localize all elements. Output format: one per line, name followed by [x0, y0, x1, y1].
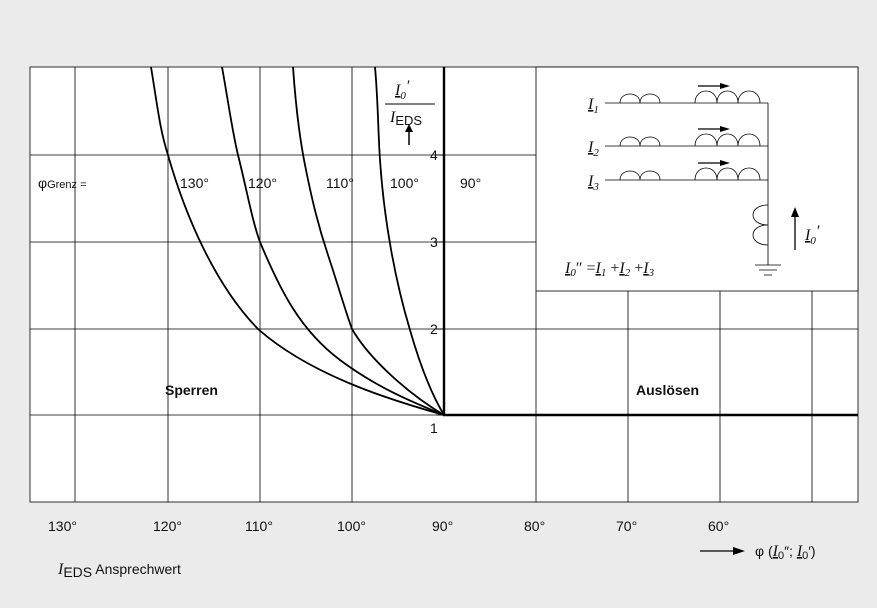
- text: =: [77, 179, 86, 191]
- curve-label: 120°: [248, 175, 277, 191]
- circuit: [605, 83, 799, 276]
- equation: I0″ =I1 +I2 +I3: [564, 260, 655, 279]
- text: 1: [593, 104, 599, 116]
- text: φ: [38, 175, 47, 191]
- text: I: [642, 260, 649, 277]
- text: ″ =: [576, 260, 596, 277]
- text: I: [564, 260, 571, 277]
- region-label: Sperren: [165, 382, 218, 398]
- region-label: Auslösen: [636, 382, 699, 398]
- y-tick-label: 2: [430, 321, 438, 337]
- y-tick-label: 4: [430, 147, 438, 163]
- y-tick-label: 1: [430, 420, 438, 436]
- arrow-head: [720, 126, 730, 132]
- y-label-num: I0′: [394, 78, 410, 102]
- text: 2: [593, 147, 599, 159]
- curve-label: 100°: [390, 175, 419, 191]
- text: I: [796, 543, 803, 560]
- text: ′): [808, 543, 815, 559]
- arrow-head: [791, 207, 799, 217]
- text: I: [772, 543, 779, 560]
- text: I: [804, 227, 811, 244]
- text: I: [587, 96, 594, 113]
- y-label-den: IEDS: [389, 109, 422, 128]
- curve-label: 90°: [460, 175, 481, 191]
- x-tick-label: 70°: [616, 518, 637, 534]
- text: I: [57, 561, 64, 578]
- text: I: [394, 82, 401, 99]
- text: 3: [592, 181, 599, 193]
- arrow-head: [720, 83, 730, 89]
- text: 0: [802, 550, 808, 562]
- arrow-head: [405, 124, 413, 132]
- curve-label: 110°: [326, 175, 354, 191]
- x-tick-label: 80°: [524, 518, 545, 534]
- text: I: [618, 260, 625, 277]
- x-label: φ (I0″; I0′): [755, 543, 816, 562]
- phi-grenz: φGrenz =: [38, 175, 87, 191]
- text: ″;: [784, 543, 797, 559]
- wire: [605, 167, 768, 181]
- text: EDS: [63, 564, 92, 580]
- text: I: [587, 173, 594, 190]
- text: +: [630, 260, 643, 277]
- text: +: [606, 260, 619, 277]
- curve-labels: 130° 120° 110° 100° 90°: [180, 175, 481, 191]
- x-tick-label: 110°: [245, 518, 273, 534]
- arrow-head: [720, 160, 730, 166]
- text: 0: [570, 267, 576, 279]
- x-tick-label: 130°: [48, 518, 77, 534]
- text: 3: [648, 267, 655, 279]
- x-ticks: 130° 120° 110° 100° 90° 80° 70° 60°: [48, 518, 729, 534]
- footnote: IEDS Ansprechwert: [57, 561, 181, 580]
- text: 0: [810, 235, 816, 247]
- current-label: I2: [587, 139, 599, 159]
- curve-label: 130°: [180, 175, 209, 191]
- text: ′: [816, 223, 820, 240]
- text: I: [595, 260, 602, 277]
- current-label: I1: [587, 96, 599, 116]
- text: I: [389, 109, 396, 126]
- text: Grenz: [47, 179, 77, 191]
- wire: [605, 133, 768, 147]
- text: Ansprechwert: [92, 561, 181, 577]
- curves: [150, 66, 445, 416]
- text: EDS: [395, 113, 422, 128]
- text: φ (: [755, 543, 773, 559]
- x-tick-label: 100°: [337, 518, 366, 534]
- text: I: [587, 139, 594, 156]
- x-tick-label: 90°: [432, 518, 453, 534]
- arrow-head: [733, 547, 745, 555]
- inset: [535, 66, 859, 292]
- text: 0: [400, 90, 406, 102]
- text: 1: [601, 267, 607, 279]
- x-tick-label: 60°: [708, 518, 729, 534]
- text: ′: [406, 78, 410, 95]
- text: 0: [778, 550, 784, 562]
- residual-label: I0′: [804, 223, 820, 247]
- current-label: I3: [587, 173, 599, 193]
- y-tick-label: 3: [430, 234, 438, 250]
- y-ticks: 4 3 2 1: [430, 147, 444, 436]
- x-tick-label: 120°: [153, 518, 182, 534]
- text: 2: [625, 267, 631, 279]
- wire: [605, 90, 768, 104]
- label-bg: [380, 70, 440, 148]
